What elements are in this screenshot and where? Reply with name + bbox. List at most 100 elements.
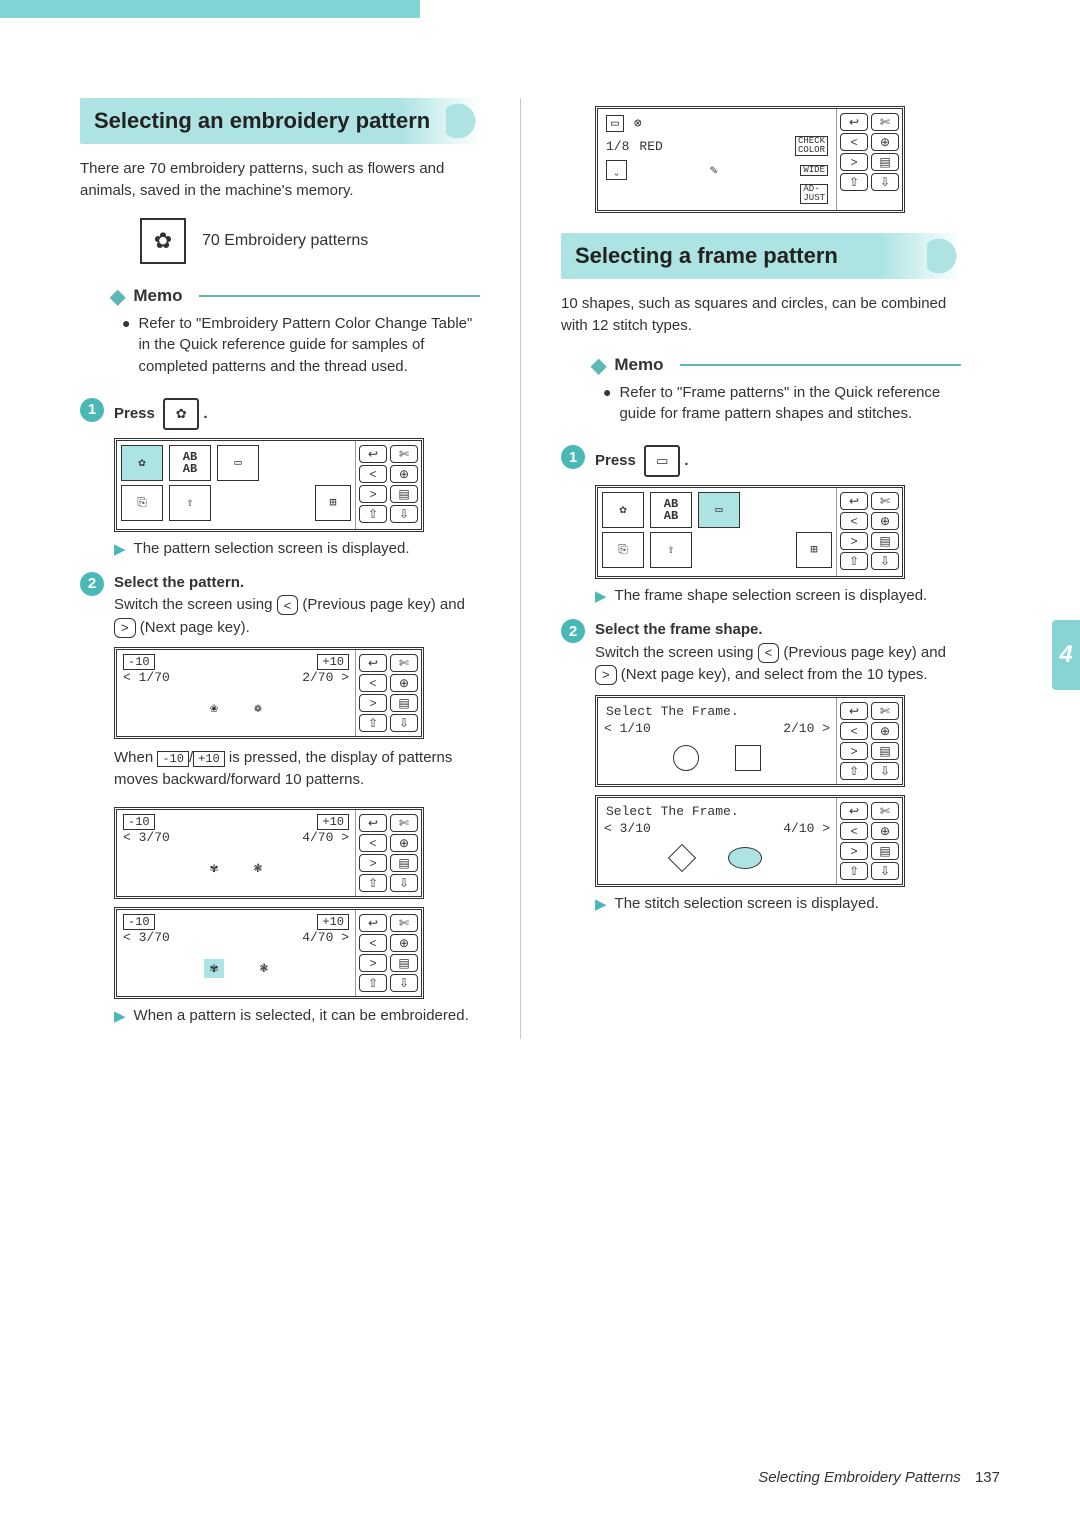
zoom-key[interactable]: ⊕ <box>390 465 418 483</box>
zoom-key[interactable]: ⊕ <box>871 722 899 740</box>
page-key[interactable]: ▤ <box>871 153 899 171</box>
cat-usb[interactable]: ⇪ <box>169 485 211 521</box>
down-key[interactable]: ⇩ <box>871 552 899 570</box>
down-key[interactable]: ⇩ <box>390 874 418 892</box>
zoom-key[interactable]: ⊕ <box>390 834 418 852</box>
scissors-key[interactable]: ✄ <box>390 914 418 932</box>
down-key[interactable]: ⇩ <box>871 173 899 191</box>
prev-key[interactable]: < <box>840 822 868 840</box>
wide-label[interactable]: WIDE <box>800 165 828 176</box>
zoom-key[interactable]: ⊕ <box>390 934 418 952</box>
prev-key[interactable]: < <box>840 133 868 151</box>
zoom-key[interactable]: ⊕ <box>390 674 418 692</box>
next-key[interactable]: > <box>359 854 387 872</box>
prev-key[interactable]: < <box>359 834 387 852</box>
minus-ten[interactable]: -10 <box>123 914 155 930</box>
prev-page-key[interactable]: < <box>277 595 299 615</box>
next-key[interactable]: > <box>840 153 868 171</box>
page-key[interactable]: ▤ <box>390 694 418 712</box>
next-key[interactable]: > <box>359 485 387 503</box>
up-key[interactable]: ⇧ <box>840 862 868 880</box>
back-key[interactable]: ↩ <box>840 802 868 820</box>
frame-square[interactable] <box>735 745 761 771</box>
check-color-label[interactable]: CHECK COLOR <box>795 136 828 156</box>
next-key[interactable]: > <box>840 742 868 760</box>
flower-key-icon[interactable]: ✿ <box>163 398 199 430</box>
back-key[interactable]: ↩ <box>359 654 387 672</box>
prev-key[interactable]: < <box>359 934 387 952</box>
pattern-preview-4[interactable]: ❃ <box>260 961 268 976</box>
page-key[interactable]: ▤ <box>871 742 899 760</box>
minus-ten[interactable]: -10 <box>123 814 155 830</box>
page-key[interactable]: ▤ <box>390 954 418 972</box>
prev-key[interactable]: < <box>840 512 868 530</box>
frame-ellipse-selected[interactable] <box>728 847 762 869</box>
back-key[interactable]: ↩ <box>840 492 868 510</box>
back-key[interactable]: ↩ <box>359 445 387 463</box>
scissors-key[interactable]: ✄ <box>390 814 418 832</box>
back-key[interactable]: ↩ <box>359 914 387 932</box>
up-key[interactable]: ⇧ <box>359 505 387 523</box>
frame-diamond[interactable] <box>668 843 696 871</box>
frame-circle[interactable] <box>673 745 699 771</box>
plus-ten[interactable]: +10 <box>317 654 349 670</box>
zoom-key[interactable]: ⊕ <box>871 822 899 840</box>
prev-key[interactable]: < <box>359 674 387 692</box>
cat-frame[interactable]: ▭ <box>698 492 740 528</box>
scissors-key[interactable]: ✄ <box>871 492 899 510</box>
down-key[interactable]: ⇩ <box>871 862 899 880</box>
cat-usb[interactable]: ⇪ <box>650 532 692 568</box>
page-key[interactable]: ▤ <box>390 854 418 872</box>
back-key[interactable]: ↩ <box>840 113 868 131</box>
prev-key[interactable]: < <box>359 465 387 483</box>
up-key[interactable]: ⇧ <box>359 714 387 732</box>
up-key[interactable]: ⇧ <box>840 762 868 780</box>
zoom-key[interactable]: ⊕ <box>871 133 899 151</box>
cat-card[interactable]: ⎘ <box>602 532 644 568</box>
down-key[interactable]: ⇩ <box>390 974 418 992</box>
scissors-key[interactable]: ✄ <box>390 445 418 463</box>
up-key[interactable]: ⇧ <box>840 173 868 191</box>
cat-flower[interactable]: ✿ <box>602 492 644 528</box>
prev-page-key[interactable]: < <box>758 643 780 663</box>
pattern-preview-3[interactable]: ✾ <box>210 861 218 876</box>
next-page-key[interactable]: > <box>595 665 617 685</box>
next-page-key[interactable]: > <box>114 618 136 638</box>
pattern-preview-2[interactable]: ❁ <box>254 701 262 716</box>
page-key[interactable]: ▤ <box>390 485 418 503</box>
page-key[interactable]: ▤ <box>871 842 899 860</box>
page-key[interactable]: ▤ <box>871 532 899 550</box>
cat-flower[interactable]: ✿ <box>121 445 163 481</box>
zoom-key[interactable]: ⊕ <box>871 512 899 530</box>
cat-ab[interactable]: AB AB <box>650 492 692 528</box>
back-key[interactable]: ↩ <box>359 814 387 832</box>
back-key[interactable]: ↩ <box>840 702 868 720</box>
down-key[interactable]: ⇩ <box>390 505 418 523</box>
next-key[interactable]: > <box>359 954 387 972</box>
up-key[interactable]: ⇧ <box>359 974 387 992</box>
minus-ten[interactable]: -10 <box>123 654 155 670</box>
plus-ten[interactable]: +10 <box>317 814 349 830</box>
scissors-key[interactable]: ✄ <box>390 654 418 672</box>
pattern-preview-3-selected[interactable]: ✾ <box>204 959 224 978</box>
scissors-key[interactable]: ✄ <box>871 702 899 720</box>
pattern-preview-4[interactable]: ❃ <box>254 861 262 876</box>
up-key[interactable]: ⇧ <box>359 874 387 892</box>
frame-key-icon[interactable]: ▭ <box>644 445 680 477</box>
prev-key[interactable]: < <box>840 722 868 740</box>
adjust-label[interactable]: AD- JUST <box>800 184 828 204</box>
down-key[interactable]: ⇩ <box>871 762 899 780</box>
next-key[interactable]: > <box>359 694 387 712</box>
scissors-key[interactable]: ✄ <box>871 113 899 131</box>
cat-card[interactable]: ⎘ <box>121 485 163 521</box>
scissors-key[interactable]: ✄ <box>871 802 899 820</box>
pattern-preview-1[interactable]: ❀ <box>210 701 218 716</box>
cat-frame[interactable]: ▭ <box>217 445 259 481</box>
up-key[interactable]: ⇧ <box>840 552 868 570</box>
stitch-sel[interactable]: ˬ <box>606 160 627 180</box>
cat-adjust[interactable]: ⊞ <box>315 485 351 521</box>
plus-ten[interactable]: +10 <box>317 914 349 930</box>
next-key[interactable]: > <box>840 532 868 550</box>
cat-ab[interactable]: AB AB <box>169 445 211 481</box>
cat-adjust[interactable]: ⊞ <box>796 532 832 568</box>
